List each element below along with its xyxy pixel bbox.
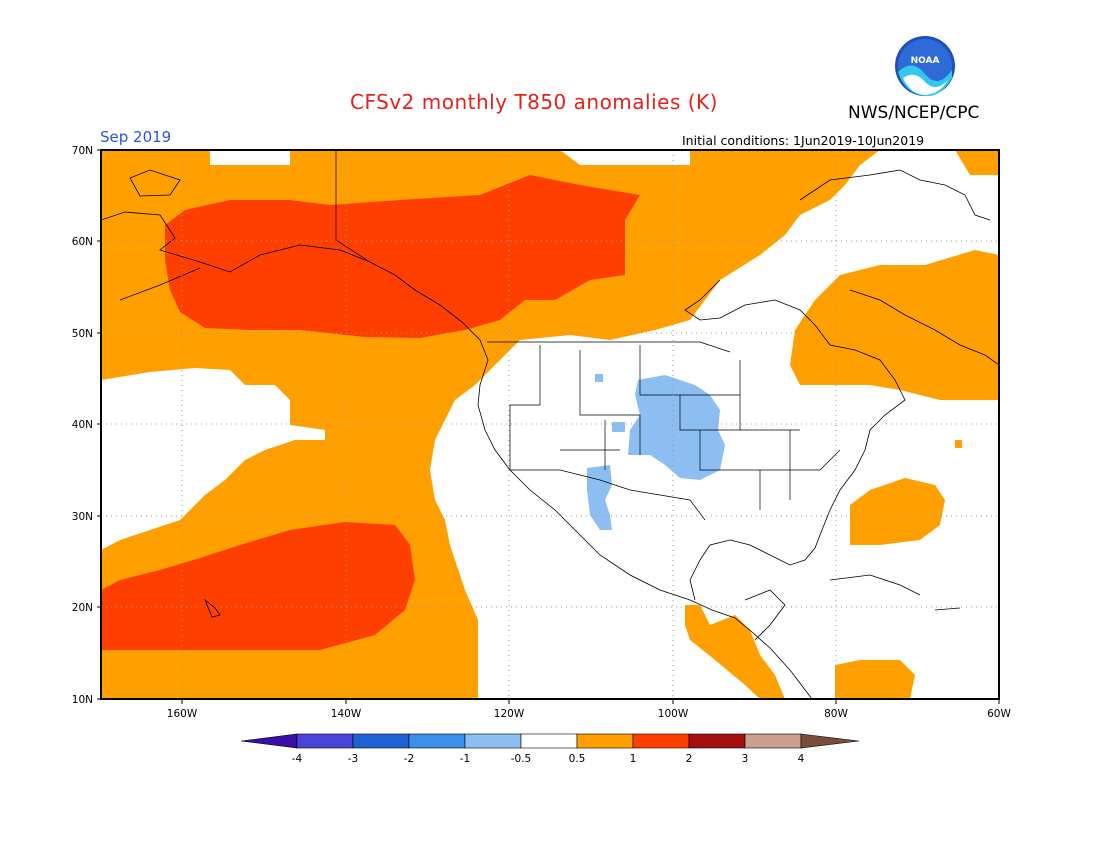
lon-label-160w: 160W	[167, 708, 198, 720]
colorbar-label-0: -4	[292, 753, 303, 765]
colorbar-segment-7	[632, 733, 690, 749]
lon-label-140w: 140W	[331, 708, 362, 720]
lat-label-20n: 20N	[72, 602, 93, 614]
period-label: Sep 2019	[100, 128, 172, 146]
lat-label-10n: 10N	[72, 694, 93, 706]
colorbar-segment-8	[688, 733, 746, 749]
colorbar-label-9: 4	[798, 753, 805, 765]
colorbar-segment-9	[744, 733, 802, 749]
map-area	[101, 150, 999, 699]
initial-conditions-label: Initial conditions: 1Jun2019-10Jun2019	[682, 133, 925, 148]
colorbar-label-6: 1	[630, 753, 637, 765]
colorbar-label-3: -1	[460, 753, 470, 765]
colorbar-segment-1	[296, 733, 354, 749]
noaa-logo-icon: NOAA	[895, 36, 955, 97]
anomaly-region-red	[101, 175, 640, 650]
lat-label-70n: 70N	[72, 145, 93, 157]
colorbar-segment-10	[800, 733, 860, 749]
colorbar-segment-3	[408, 733, 466, 749]
colorbar-label-2: -2	[404, 753, 414, 765]
logo-text: NOAA	[911, 56, 940, 66]
lat-label-40n: 40N	[72, 419, 93, 431]
lat-label-50n: 50N	[72, 328, 93, 340]
colorbar-label-4: -0.5	[511, 753, 532, 765]
map-title: CFSv2 monthly T850 anomalies (K)	[350, 90, 718, 114]
coastlines	[101, 169, 999, 699]
lon-label-120w: 120W	[494, 708, 525, 720]
colorbar-segment-2	[352, 733, 410, 749]
lat-label-60n: 60N	[72, 236, 93, 248]
lat-label-30n: 30N	[72, 511, 93, 523]
political-borders	[335, 150, 841, 521]
colorbar-segment-0	[240, 733, 298, 749]
anomaly-region-blue	[587, 374, 725, 530]
colorbar-segment-5	[520, 733, 578, 749]
colorbar-label-1: -3	[348, 753, 358, 765]
colorbar-segment-6	[576, 733, 634, 749]
colorbar: -4 -3 -2 -1 -0.5 0.5 1 2 3 4	[240, 733, 860, 765]
axis-ticks	[97, 149, 1000, 704]
lon-labels: 160W 140W 120W 100W 80W 60W	[167, 708, 1012, 720]
colorbar-label-7: 2	[686, 753, 693, 765]
lon-label-80w: 80W	[824, 708, 848, 720]
org-label: NWS/NCEP/CPC	[848, 103, 980, 123]
lon-label-60w: 60W	[987, 708, 1011, 720]
lon-label-100w: 100W	[658, 708, 689, 720]
colorbar-segment-4	[464, 733, 522, 749]
lat-labels: 70N 60N 50N 40N 30N 20N 10N	[72, 145, 93, 706]
colorbar-label-5: 0.5	[569, 753, 586, 765]
colorbar-label-8: 3	[742, 753, 749, 765]
